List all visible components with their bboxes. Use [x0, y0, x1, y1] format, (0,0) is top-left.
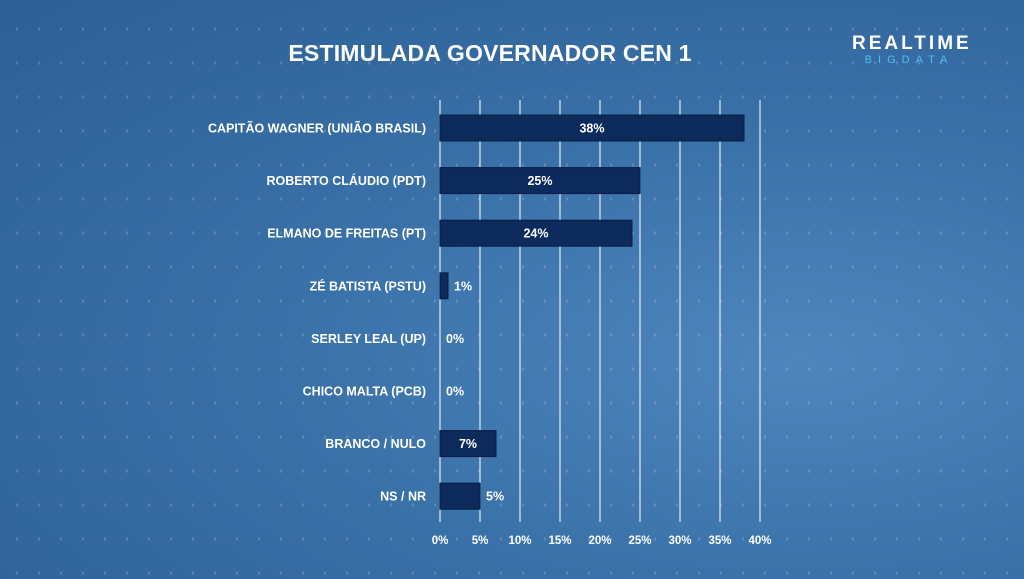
category-label: ROBERTO CLÁUDIO (PDT) — [267, 173, 427, 188]
x-tick-label: 0% — [432, 535, 449, 547]
data-label: 38% — [579, 122, 604, 136]
realtime-bigdata-logo: REALTIME BIGDATA — [852, 33, 972, 67]
category-label: NS / NR — [380, 490, 426, 504]
logo-line-1: REALTIME — [852, 33, 972, 54]
x-tick-label: 25% — [628, 535, 651, 547]
x-tick-label: 40% — [748, 535, 771, 547]
logo-line-2: BIGDATA — [864, 54, 954, 66]
data-label: 0% — [446, 332, 464, 346]
x-tick-label: 20% — [588, 535, 611, 547]
category-label: ELMANO DE FREITAS (PT) — [267, 227, 426, 241]
data-label: 1% — [454, 279, 472, 293]
x-tick-label: 30% — [668, 535, 691, 547]
category-label: CHICO MALTA (PCB) — [303, 385, 426, 399]
category-label: SERLEY LEAL (UP) — [311, 332, 426, 346]
data-label: 24% — [523, 227, 548, 241]
x-tick-label: 5% — [472, 535, 489, 547]
category-label: ZÉ BATISTA (PSTU) — [310, 278, 426, 293]
category-label: BRANCO / NULO — [325, 437, 426, 451]
data-label: 25% — [527, 174, 552, 188]
x-tick-label: 35% — [708, 535, 731, 547]
bar — [439, 272, 449, 300]
category-label: CAPITÃO WAGNER (UNIÃO BRASIL) — [208, 121, 426, 136]
data-label: 7% — [459, 437, 477, 451]
bar — [439, 430, 497, 458]
x-tick-label: 15% — [548, 535, 571, 547]
bar — [439, 482, 481, 510]
bar — [439, 114, 745, 142]
data-label: 0% — [446, 385, 464, 399]
bar — [439, 219, 633, 247]
chart-title: ESTIMULADA GOVERNADOR CEN 1 — [288, 40, 692, 66]
x-tick-label: 10% — [508, 535, 531, 547]
data-label: 5% — [486, 490, 504, 504]
bar — [439, 167, 641, 195]
